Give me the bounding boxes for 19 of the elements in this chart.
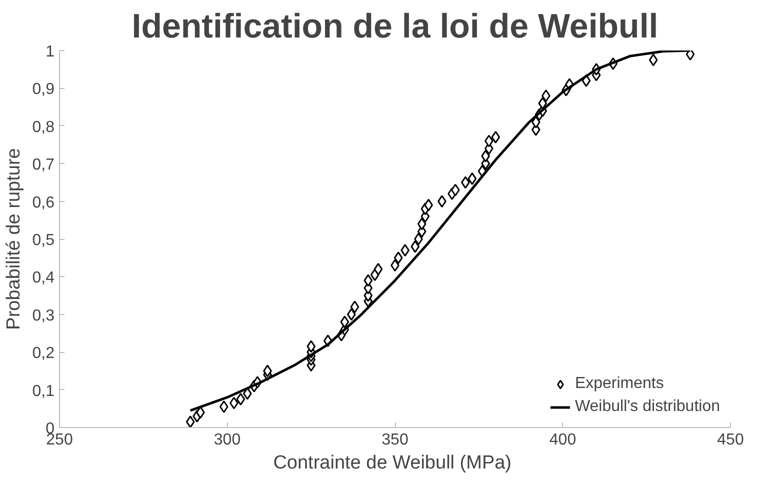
x-tick-label: 400 [549, 432, 576, 448]
y-tick-label: 0,9 [32, 81, 55, 98]
legend-label: Experiments [574, 375, 664, 393]
x-tick-label: 350 [382, 432, 408, 448]
legend-label: Weibull's distribution [574, 398, 720, 416]
y-tick-label: 0,6 [32, 194, 55, 212]
x-tick-label: 450 [717, 432, 744, 448]
y-tick-label: 0,5 [32, 232, 55, 249]
y-tick-label: 0,3 [32, 307, 55, 324]
y-tick-label: 0,4 [32, 270, 55, 287]
chart-title: Identification de la loi de Weibull [132, 8, 658, 46]
y-tick-label: 0,7 [32, 156, 55, 174]
x-tick-label: 300 [214, 432, 241, 448]
y-axis-title: Probabilité de rupture [3, 148, 24, 330]
y-tick-label: 0,8 [32, 118, 55, 136]
x-axis-title: Contrainte de Weibull (MPa) [273, 452, 512, 474]
y-tick-label: 0,2 [32, 345, 55, 362]
y-tick-label: 1 [46, 44, 55, 60]
y-tick-label: 0,1 [32, 382, 55, 400]
